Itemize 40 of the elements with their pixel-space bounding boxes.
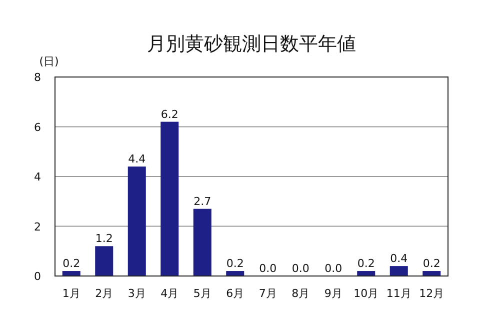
data-label: 0.0: [292, 262, 310, 275]
data-label: 0.2: [226, 257, 244, 270]
bar: [390, 266, 408, 276]
x-tick-label: 11月: [386, 287, 412, 300]
x-tick-label: 7月: [258, 287, 277, 300]
x-tick-label: 3月: [128, 287, 146, 300]
x-tick-label: 12月: [419, 287, 444, 300]
bar: [193, 208, 212, 276]
bar: [357, 271, 376, 276]
x-tick-label: 6月: [226, 287, 244, 300]
data-label: 2.7: [194, 194, 212, 208]
data-label: 0.2: [357, 257, 375, 270]
y-tick-label: 2: [34, 220, 41, 234]
y-tick-label: 0: [34, 270, 41, 283]
x-tick-label: 10月: [354, 287, 379, 300]
x-tick-label: 1月: [62, 287, 80, 300]
x-tick-label: 2月: [95, 287, 114, 300]
y-tick-label: 4: [34, 170, 41, 184]
x-tick-label: 9月: [324, 287, 342, 300]
data-label: 0.0: [259, 262, 277, 275]
data-label: 0.2: [422, 257, 440, 270]
bar: [160, 122, 179, 276]
bar: [62, 271, 80, 276]
data-label: 4.4: [128, 152, 146, 166]
x-tick-label: 5月: [193, 287, 212, 300]
chart-title: 月別黄砂観測日数平年値: [147, 33, 356, 55]
data-label: 0.0: [324, 262, 342, 275]
y-tick-label: 8: [34, 71, 41, 84]
bar: [95, 246, 114, 276]
bar: [226, 271, 244, 276]
y-axis-title: (日): [39, 55, 59, 68]
data-label: 6.2: [160, 108, 178, 121]
data-label: 0.2: [62, 257, 80, 270]
y-tick-label: 6: [34, 120, 41, 134]
x-tick-label: 4月: [160, 287, 179, 300]
data-label: 1.2: [95, 232, 113, 246]
data-label: 0.4: [390, 252, 408, 266]
x-tick-label: 8月: [292, 287, 310, 300]
bar: [128, 166, 146, 276]
bar: [422, 271, 441, 276]
